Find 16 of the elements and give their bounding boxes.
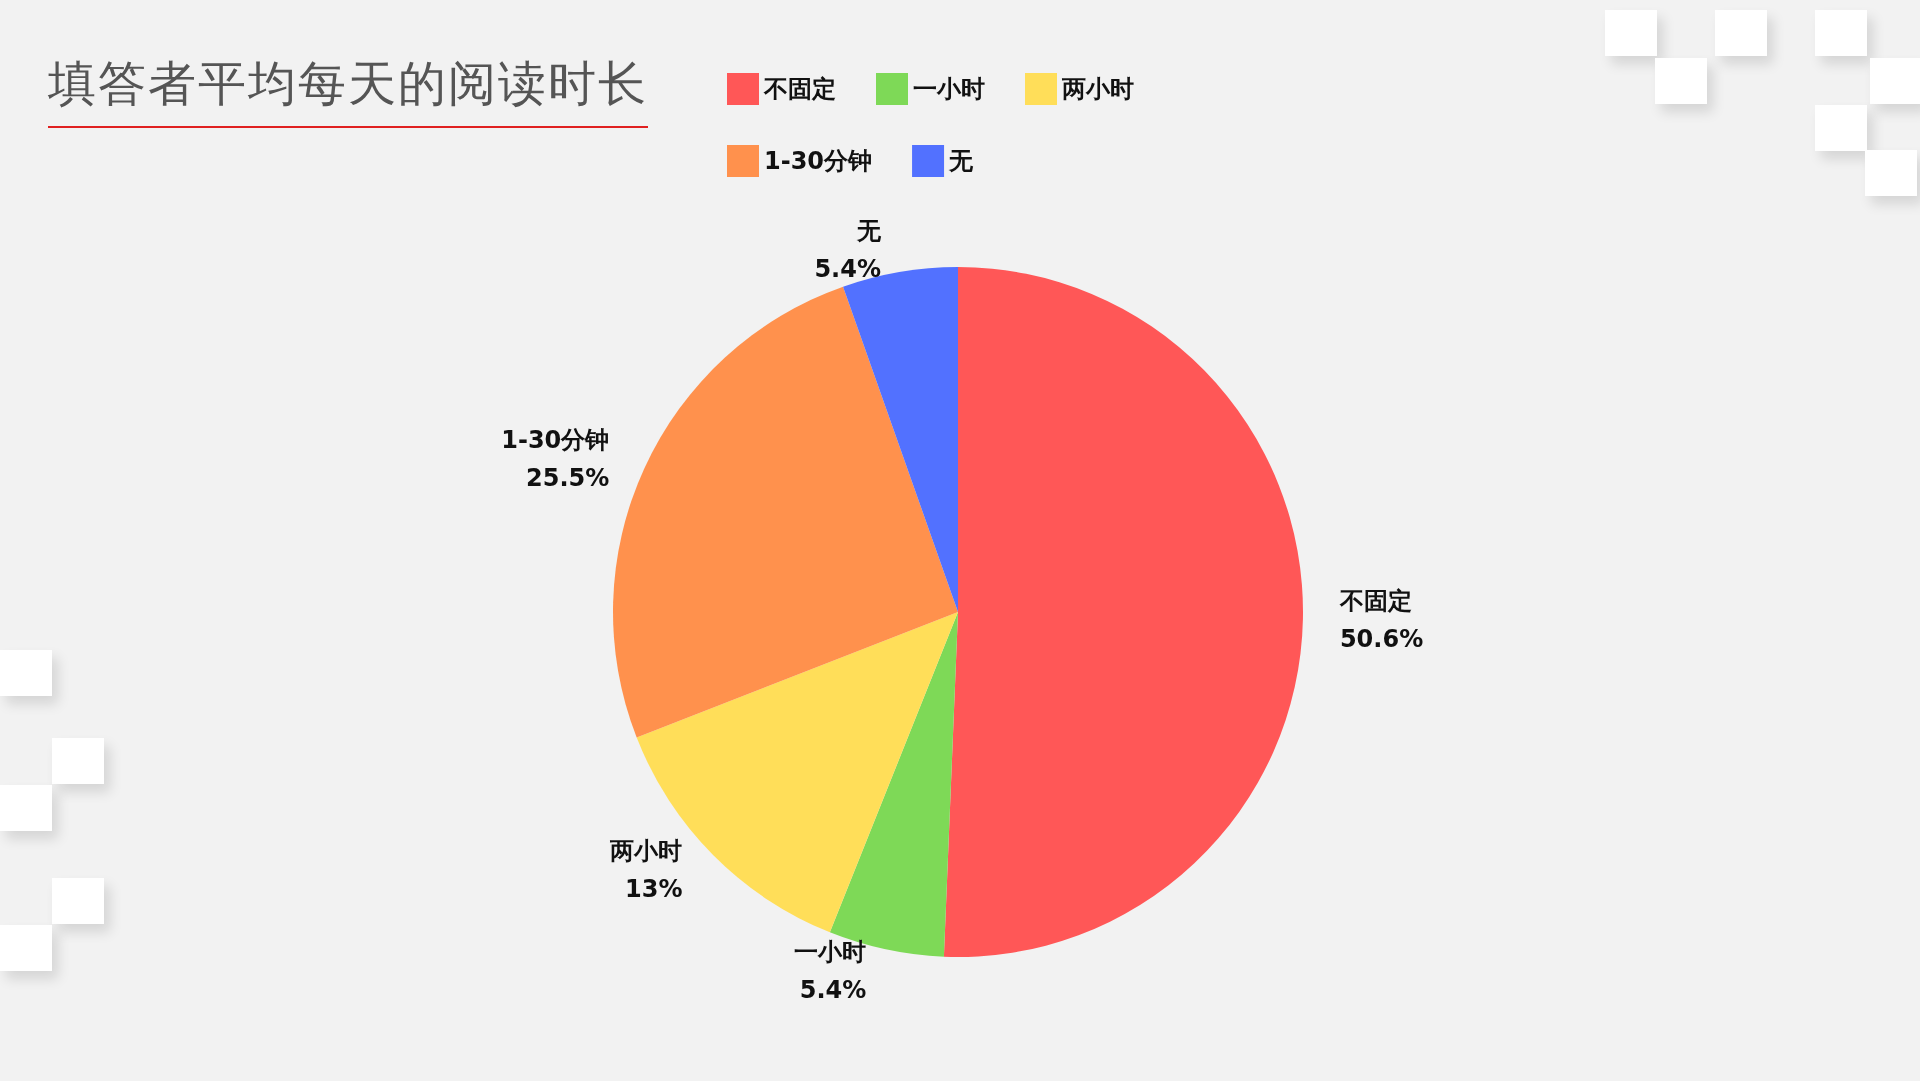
data-label: 25.5% bbox=[526, 464, 610, 493]
data-label: 50.6% bbox=[1339, 624, 1424, 653]
slice-label: 一小时 bbox=[794, 937, 867, 966]
slice-label: 1-30分钟 bbox=[501, 426, 610, 455]
slice-label: 两小时 bbox=[609, 837, 683, 866]
data-label: 5.4% bbox=[799, 975, 867, 1004]
chart-title: 填答者平均每天的阅读时长 bbox=[48, 52, 648, 128]
legend-label: 不固定 bbox=[763, 75, 836, 103]
data-label: 5.4% bbox=[814, 255, 881, 284]
legend-label: 1-30分钟 bbox=[764, 147, 873, 175]
legend-label: 两小时 bbox=[1061, 75, 1134, 103]
data-label: 13% bbox=[625, 875, 683, 904]
slice-label: 无 bbox=[855, 217, 882, 246]
legend-label: 一小时 bbox=[913, 75, 985, 103]
slice-label: 不固定 bbox=[1338, 586, 1412, 615]
legend-label: 无 bbox=[948, 147, 975, 175]
